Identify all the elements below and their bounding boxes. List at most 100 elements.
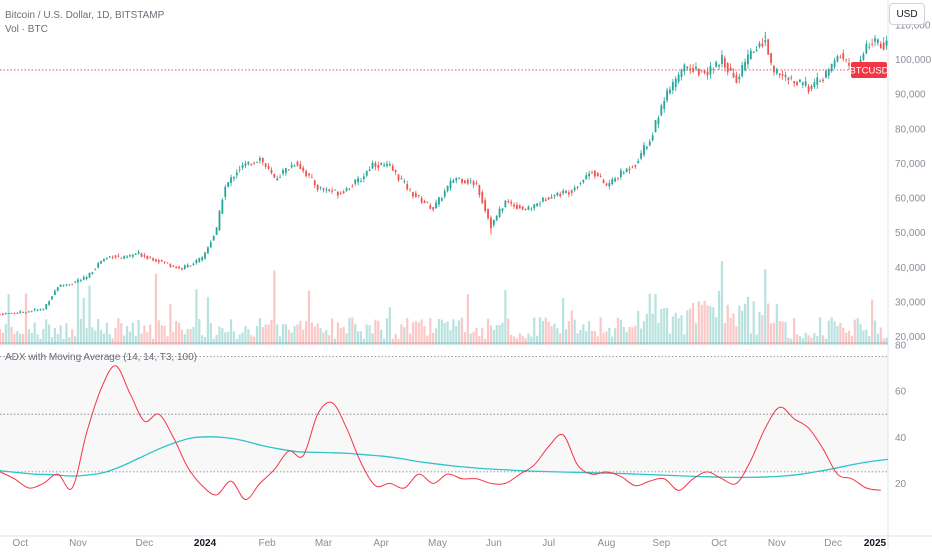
candle-body	[13, 313, 16, 315]
volume-bar	[599, 317, 602, 345]
candle-body	[576, 187, 579, 188]
volume-bar	[56, 333, 59, 345]
candle-body	[599, 176, 602, 177]
volume-bar	[154, 273, 158, 345]
candle-body	[16, 313, 19, 314]
volume-bar	[227, 331, 230, 345]
candle-body	[362, 176, 365, 180]
volume-bar	[862, 330, 865, 345]
candle-body	[446, 185, 449, 192]
candle-body	[634, 164, 637, 167]
currency-button[interactable]: USD	[889, 3, 925, 25]
candle-body	[181, 268, 183, 270]
volume-bar	[654, 294, 657, 345]
volume-bar	[466, 293, 469, 345]
candle-body	[490, 217, 492, 228]
volume-bar	[611, 336, 614, 345]
volume-bar	[299, 320, 302, 345]
volume-bar	[602, 332, 605, 345]
volume-bar	[498, 324, 501, 345]
candle-body	[74, 281, 76, 283]
volume-bar	[241, 332, 244, 345]
volume-bar	[305, 321, 308, 345]
volume-bar	[68, 337, 71, 345]
axes: 110,000 100,000 90,000 80,000 70,000 60,000 50…	[12, 20, 931, 549]
candle-body	[204, 252, 206, 259]
volume-bar	[518, 333, 521, 345]
volume-bar	[446, 321, 449, 345]
candle-body	[207, 247, 209, 254]
candle-body	[507, 201, 510, 202]
time-tick-label: Jun	[486, 538, 502, 549]
volume-bar	[125, 326, 129, 345]
candle-body	[273, 173, 276, 178]
volume-bar	[264, 324, 267, 345]
volume-bar	[504, 290, 507, 345]
volume-bar	[486, 318, 490, 345]
volume-bar	[573, 319, 576, 345]
candle-body	[533, 204, 536, 209]
volume-bar	[339, 328, 342, 345]
candle-body	[221, 199, 224, 214]
volume-bar	[746, 296, 750, 345]
volume-bar	[229, 319, 233, 345]
candle-body	[469, 180, 472, 182]
volume-bar	[253, 336, 256, 345]
candle-body	[862, 54, 865, 60]
candle-body	[657, 117, 660, 125]
volume-bar	[758, 311, 761, 345]
volume-bar	[180, 329, 184, 345]
volume-bar	[738, 305, 741, 345]
volume-bar	[149, 324, 152, 345]
volume-bar	[302, 329, 305, 345]
candle-body	[39, 308, 42, 310]
volume-bar	[694, 323, 698, 345]
candle-body	[885, 40, 888, 46]
volume-bar	[342, 327, 345, 345]
volume-bar	[371, 333, 374, 345]
candle-body	[845, 59, 848, 61]
candle-body	[874, 38, 876, 42]
candle-body	[513, 204, 515, 207]
volume-bar	[420, 319, 423, 345]
volume-bar	[562, 298, 565, 345]
volume-bar	[385, 318, 389, 345]
volume-bar	[102, 333, 106, 345]
candle-body	[622, 172, 625, 174]
candle-body	[556, 192, 559, 196]
candle-body	[582, 179, 585, 183]
candle-body	[784, 75, 787, 77]
volume-bar	[683, 334, 686, 345]
candle-body	[409, 188, 411, 190]
candle-body	[388, 164, 391, 166]
candle-body	[619, 170, 622, 178]
volume-bar	[85, 327, 88, 345]
candle-body	[796, 81, 798, 86]
volume-bar	[397, 338, 400, 345]
candle-body	[201, 257, 204, 261]
candle-body	[19, 311, 22, 313]
volume-bar	[593, 331, 596, 345]
candle-body	[871, 43, 874, 45]
candle-body	[839, 57, 842, 59]
volume-bar	[13, 333, 16, 345]
candle-body	[570, 190, 573, 193]
volume-bar	[536, 335, 539, 345]
volume-bar	[1, 332, 4, 345]
candle-body	[374, 162, 377, 167]
volume-bar	[215, 334, 218, 345]
volume-bar	[232, 331, 236, 345]
candle-body	[461, 179, 463, 183]
volume-bar	[186, 329, 189, 345]
volume-bar	[192, 326, 195, 345]
ma-series-line	[0, 436, 889, 479]
volume-bar	[255, 326, 259, 345]
volume-bar	[313, 326, 316, 345]
candle-body	[827, 69, 830, 76]
candle-body	[547, 197, 550, 200]
volume-bar	[680, 315, 683, 345]
candle-body	[284, 168, 287, 173]
candle-body	[706, 71, 709, 76]
candle-body	[45, 304, 48, 309]
candle-body	[4, 313, 7, 315]
